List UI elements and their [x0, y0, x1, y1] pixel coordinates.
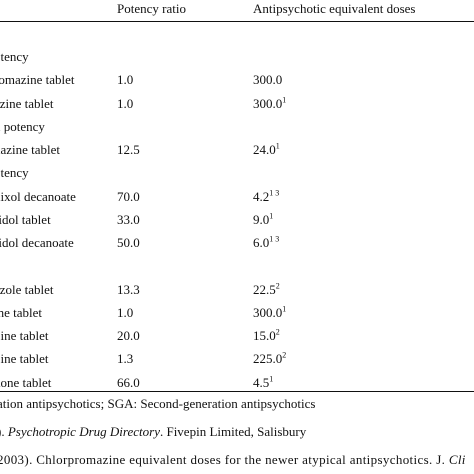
column-header-potency-ratio: Potency ratio	[117, 1, 186, 16]
drug-name-cell: otency	[0, 49, 29, 64]
table-row: ine tablet 1.0 300.01	[0, 305, 474, 325]
table-row: otency	[0, 165, 474, 185]
dose-reference-superscript: 1 3	[269, 188, 280, 198]
reference-1-publisher: . Fivepin Limited, Salisbury	[159, 424, 307, 439]
reference-1-prefix: ).	[0, 424, 5, 439]
table-row: bine tablet 1.3 225.02	[0, 351, 474, 371]
drug-name-cell: ine tablet	[0, 304, 43, 320]
column-header-equivalent-doses: Antipsychotic equivalent doses	[253, 1, 416, 16]
footnote-reference-2: 2003). Chlorpromazine equivalent doses f…	[0, 452, 466, 468]
dose-value: 4.5	[253, 374, 270, 390]
table-row: azole tablet 13.3 22.52	[0, 282, 474, 302]
dose-value: 24.0	[253, 142, 276, 157]
dose-value: 4.2	[253, 188, 270, 204]
table-row: azine tablet 1.0 300.01	[0, 96, 474, 116]
dose-value: 22.5	[253, 281, 276, 297]
reference-1-title: Psychotropic Drug Directory	[7, 424, 160, 439]
footnote-reference-1: ). Psychotropic Drug Directory. Fivepin …	[0, 424, 306, 440]
dose-reference-superscript: 2	[275, 281, 280, 291]
table-row: pine tablet 20.0 15.02	[0, 328, 474, 348]
table-row: n potency	[0, 119, 474, 139]
drug-name-cell: romazine tablet	[0, 72, 75, 88]
drug-name-cell: pine tablet	[0, 328, 49, 343]
reference-2-journal: Cli	[448, 452, 466, 467]
table-row: hixol decanoate 70.0 4.21 3	[0, 189, 474, 209]
dose-reference-superscript: 1	[269, 211, 274, 221]
drug-name-cell: ridol decanoate	[0, 235, 74, 250]
dose-value: 300.0	[253, 95, 283, 111]
drug-name-cell: n potency	[0, 118, 45, 134]
dose-value: 300.0	[253, 72, 283, 88]
equivalent-dose-cell: 9.01	[253, 212, 273, 228]
table-bottom-rule	[0, 391, 474, 392]
drug-name-cell: azole tablet	[0, 281, 54, 297]
dose-reference-superscript: 1	[282, 304, 287, 314]
potency-ratio-cell: 66.0	[117, 374, 140, 390]
potency-ratio-cell: 20.0	[117, 328, 140, 343]
dose-reference-superscript: 1	[282, 95, 287, 105]
drug-name-cell: hixol decanoate	[0, 188, 76, 204]
reference-2-text: 2003). Chlorpromazine equivalent doses f…	[0, 452, 449, 467]
dose-reference-superscript: 2	[275, 327, 280, 337]
equivalent-dose-cell: 300.0	[253, 72, 282, 88]
equivalent-dose-cell: 15.02	[253, 328, 280, 344]
equivalent-dose-cell: 24.01	[253, 142, 280, 158]
equivalent-dose-cell: 4.51	[253, 375, 273, 391]
drug-name-cell: otency	[0, 165, 29, 181]
dose-value: 15.0	[253, 328, 276, 343]
equivalent-dose-cell: 300.01	[253, 305, 286, 321]
table-row: nazine tablet 12.5 24.01	[0, 142, 474, 162]
footnote-abbreviations: ation antipsychotics; SGA: Second-genera…	[0, 396, 316, 411]
equivalent-dose-cell: 300.01	[253, 96, 286, 112]
drug-name-cell: ridol tablet	[0, 211, 51, 227]
drug-name-cell: bine tablet	[0, 351, 49, 367]
potency-ratio-cell: 1.0	[117, 72, 134, 88]
table-row: ridol decanoate 50.0 6.01 3	[0, 235, 474, 255]
potency-ratio-cell: 33.0	[117, 211, 140, 227]
potency-ratio-cell: 70.0	[117, 188, 140, 204]
dose-value: 9.0	[253, 211, 270, 227]
potency-ratio-cell: 50.0	[117, 235, 140, 250]
dose-reference-superscript: 1 3	[269, 234, 280, 244]
potency-ratio-cell: 1.0	[117, 95, 134, 111]
dose-value: 300.0	[253, 304, 283, 320]
dose-reference-superscript: 1	[275, 141, 280, 151]
potency-ratio-cell: 1.0	[117, 304, 134, 320]
potency-ratio-cell: 13.3	[117, 281, 140, 297]
header-rule	[0, 21, 474, 22]
table-row: ridol tablet 33.0 9.01	[0, 212, 474, 232]
table-row: romazine tablet 1.0 300.0	[0, 72, 474, 92]
drug-name-cell: azine tablet	[0, 95, 54, 111]
table-row: otency	[0, 49, 474, 69]
dose-value: 6.0	[253, 235, 270, 250]
equivalent-dose-cell: 4.21 3	[253, 189, 279, 205]
potency-ratio-cell: 1.3	[117, 351, 134, 367]
drug-name-cell: nazine tablet	[0, 142, 61, 157]
table-row	[0, 258, 474, 278]
equivalent-dose-cell: 6.01 3	[253, 235, 279, 251]
table-row: done tablet 66.0 4.51	[0, 375, 474, 395]
potency-ratio-cell: 12.5	[117, 142, 140, 157]
drug-name-cell: done tablet	[0, 374, 52, 390]
equivalent-dose-cell: 22.52	[253, 282, 280, 298]
dose-value: 225.0	[253, 351, 283, 367]
equivalent-dose-cell: 225.02	[253, 351, 286, 367]
dose-reference-superscript: 1	[269, 374, 274, 384]
dose-reference-superscript: 2	[282, 350, 287, 360]
